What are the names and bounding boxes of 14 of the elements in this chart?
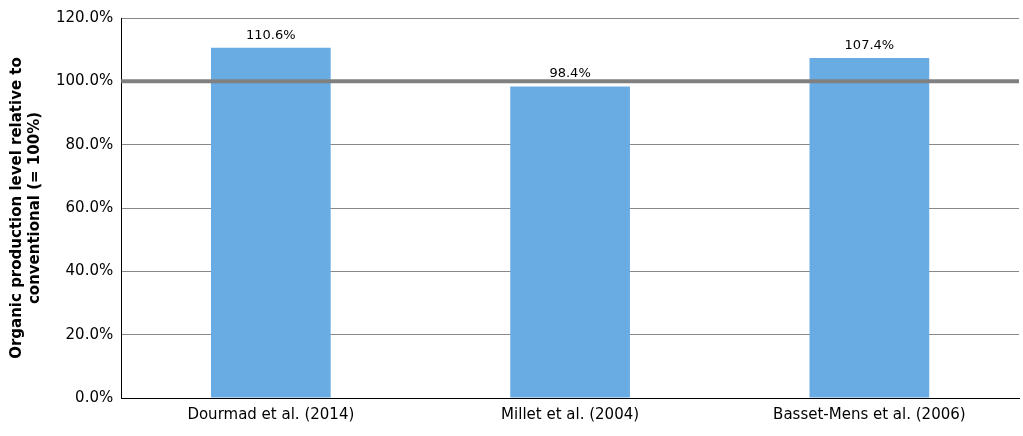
y-tick-label: 100.0% bbox=[55, 71, 114, 90]
x-tick-label: Dourmad et al. (2014) bbox=[187, 404, 355, 423]
data-label: 98.4% bbox=[549, 65, 591, 81]
y-tick-label: 80.0% bbox=[65, 134, 114, 153]
y-tick-label: 60.0% bbox=[65, 197, 114, 216]
y-tick-label: 20.0% bbox=[65, 324, 114, 343]
x-tick-label: Basset-Mens et al. (2006) bbox=[773, 404, 966, 423]
data-label: 110.6% bbox=[246, 26, 296, 42]
data-label: 107.4% bbox=[844, 36, 895, 52]
y-tick-label: 40.0% bbox=[65, 261, 114, 280]
y-tick-label: 120.0% bbox=[55, 7, 114, 26]
y-axis-title: Organic production level relative to conventional (= 100%) bbox=[6, 57, 43, 359]
y-tick-label: 0.0% bbox=[75, 387, 114, 406]
x-tick-label: Millet et al. (2004) bbox=[501, 404, 640, 423]
